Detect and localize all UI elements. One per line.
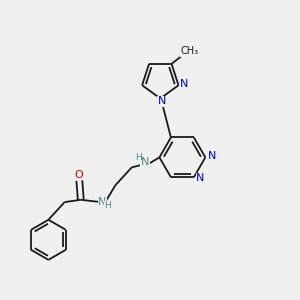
Text: N: N — [180, 79, 188, 89]
Text: CH₃: CH₃ — [180, 46, 198, 56]
Text: N: N — [98, 196, 106, 206]
Text: H: H — [135, 153, 142, 162]
Text: N: N — [158, 96, 166, 106]
Text: N: N — [141, 157, 149, 167]
Text: H: H — [104, 201, 111, 210]
Text: N: N — [208, 151, 216, 160]
Text: N: N — [196, 173, 205, 183]
Text: O: O — [74, 170, 83, 180]
